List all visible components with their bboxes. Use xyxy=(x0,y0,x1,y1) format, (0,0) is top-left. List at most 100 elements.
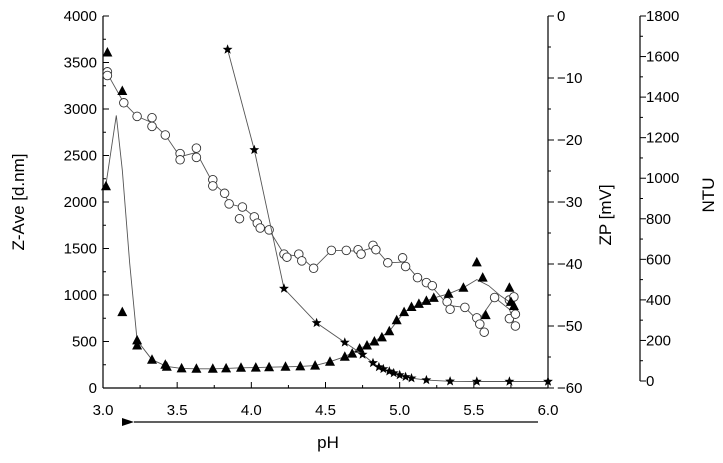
zp-point xyxy=(326,245,337,256)
zave-point xyxy=(357,349,368,359)
ntu-point xyxy=(117,85,128,95)
ntu-point xyxy=(310,360,321,370)
y-tick-label-ntu: 1600 xyxy=(646,49,679,66)
zave-point xyxy=(222,44,233,54)
ntu-point xyxy=(325,356,335,366)
ntu-point xyxy=(362,340,372,350)
zp-point xyxy=(191,152,202,163)
x-tick-label: 4.5 xyxy=(315,402,336,419)
ntu-point xyxy=(471,256,482,267)
ntu-point xyxy=(264,361,275,372)
y-tick-label-zp: −30 xyxy=(557,194,582,211)
y-tick-label-zp: −40 xyxy=(557,256,582,273)
zp-point xyxy=(219,188,230,199)
y-tick-label-zp: −10 xyxy=(557,70,582,87)
zp-point xyxy=(160,130,171,140)
zp-point xyxy=(371,244,381,255)
zave-point xyxy=(421,374,432,385)
ntu-point xyxy=(236,362,246,372)
ntu-point xyxy=(428,292,439,302)
ntu-point xyxy=(176,362,187,373)
zp-point xyxy=(297,256,307,266)
zp-point xyxy=(479,327,489,337)
zave-point xyxy=(445,376,455,386)
ntu-point xyxy=(295,360,306,371)
zave-point xyxy=(249,144,260,155)
y-tick-label-zp: −20 xyxy=(557,132,582,149)
zp-point xyxy=(383,258,393,268)
x-tick-label: 3.5 xyxy=(167,402,188,419)
ntu-point xyxy=(347,348,358,358)
ntu-point xyxy=(384,325,395,336)
y-tick-label-zave: 2000 xyxy=(64,194,97,211)
zave-point xyxy=(368,357,378,368)
ntu-point xyxy=(102,47,113,57)
x-tick-label: 5.0 xyxy=(389,402,410,419)
ntu-point xyxy=(191,363,202,373)
zp-point xyxy=(234,213,245,224)
zp-point xyxy=(175,155,185,165)
zp-point xyxy=(147,112,157,123)
y-tick-label-zave: 3500 xyxy=(64,55,97,72)
y-ticks-zp: 0 −10 −20 −30 −40 −50 −60 xyxy=(548,8,582,397)
ntu-fit-line xyxy=(105,115,513,370)
zp-point xyxy=(356,249,366,259)
zp-point xyxy=(132,111,142,122)
x-tick-label: 3.0 xyxy=(93,402,114,419)
x-tick-label: 6.0 xyxy=(538,402,559,419)
zave-point xyxy=(388,367,399,378)
zave-point xyxy=(543,376,553,386)
ntu-point xyxy=(280,361,291,371)
zp-point xyxy=(412,272,423,283)
zave-point xyxy=(339,337,350,347)
y-ticks-zave: 0 500 1000 1500 2000 2500 3000 3500 4000 xyxy=(64,8,109,397)
ntu-point xyxy=(477,272,488,282)
zp-fit-line xyxy=(107,73,516,327)
y-tick-label-ntu: 200 xyxy=(646,332,671,349)
zp-point xyxy=(224,199,234,209)
y-tick-label-zave: 1500 xyxy=(64,241,97,258)
zp-point xyxy=(510,309,521,319)
zp-point xyxy=(237,202,248,212)
ntu-point xyxy=(458,282,469,292)
ntu-point xyxy=(101,180,111,191)
zave-point xyxy=(400,371,411,381)
zp-point xyxy=(208,181,218,191)
y-tick-label-zave: 3000 xyxy=(64,101,97,118)
zave-point xyxy=(279,283,289,293)
y-tick-label-zp: −50 xyxy=(557,318,582,335)
y-tick-label-zave: 4000 xyxy=(64,8,97,25)
ntu-point xyxy=(391,314,402,325)
zp-point xyxy=(400,261,411,272)
zave-point xyxy=(384,366,395,376)
zp-point xyxy=(255,223,265,233)
zave-point xyxy=(406,373,417,383)
zave-point xyxy=(378,363,389,374)
zp-point xyxy=(510,321,521,331)
zp-point xyxy=(147,121,157,132)
y-tick-label-zp: 0 xyxy=(557,8,565,25)
y-tick-label-ntu: 800 xyxy=(646,211,671,228)
y-axis-zp-title: ZP [mV] xyxy=(596,184,615,245)
y-axis-ntu-title: NTU xyxy=(699,178,718,213)
y-tick-label-ntu: 0 xyxy=(646,373,654,390)
y-tick-label-ntu: 400 xyxy=(646,292,671,309)
y-tick-label-zave: 1000 xyxy=(64,287,97,304)
y-axis-zave-title: Z-Ave [d.nm] xyxy=(9,154,28,251)
zp-point xyxy=(489,292,500,303)
ntu-point xyxy=(132,340,143,350)
y-tick-label-ntu: 1400 xyxy=(646,89,679,106)
zave-point xyxy=(394,369,405,380)
series-zave xyxy=(222,44,553,386)
ntu-point xyxy=(421,295,432,305)
y-tick-label-zave: 500 xyxy=(72,334,97,351)
zave-point xyxy=(311,317,322,328)
y-tick-label-ntu: 1000 xyxy=(646,170,679,187)
ntu-point xyxy=(508,300,519,310)
y-tick-label-zave: 2500 xyxy=(64,148,97,165)
zp-point xyxy=(445,304,455,315)
ntu-point xyxy=(399,306,410,317)
ntu-point xyxy=(406,301,417,311)
zp-point xyxy=(475,319,485,329)
